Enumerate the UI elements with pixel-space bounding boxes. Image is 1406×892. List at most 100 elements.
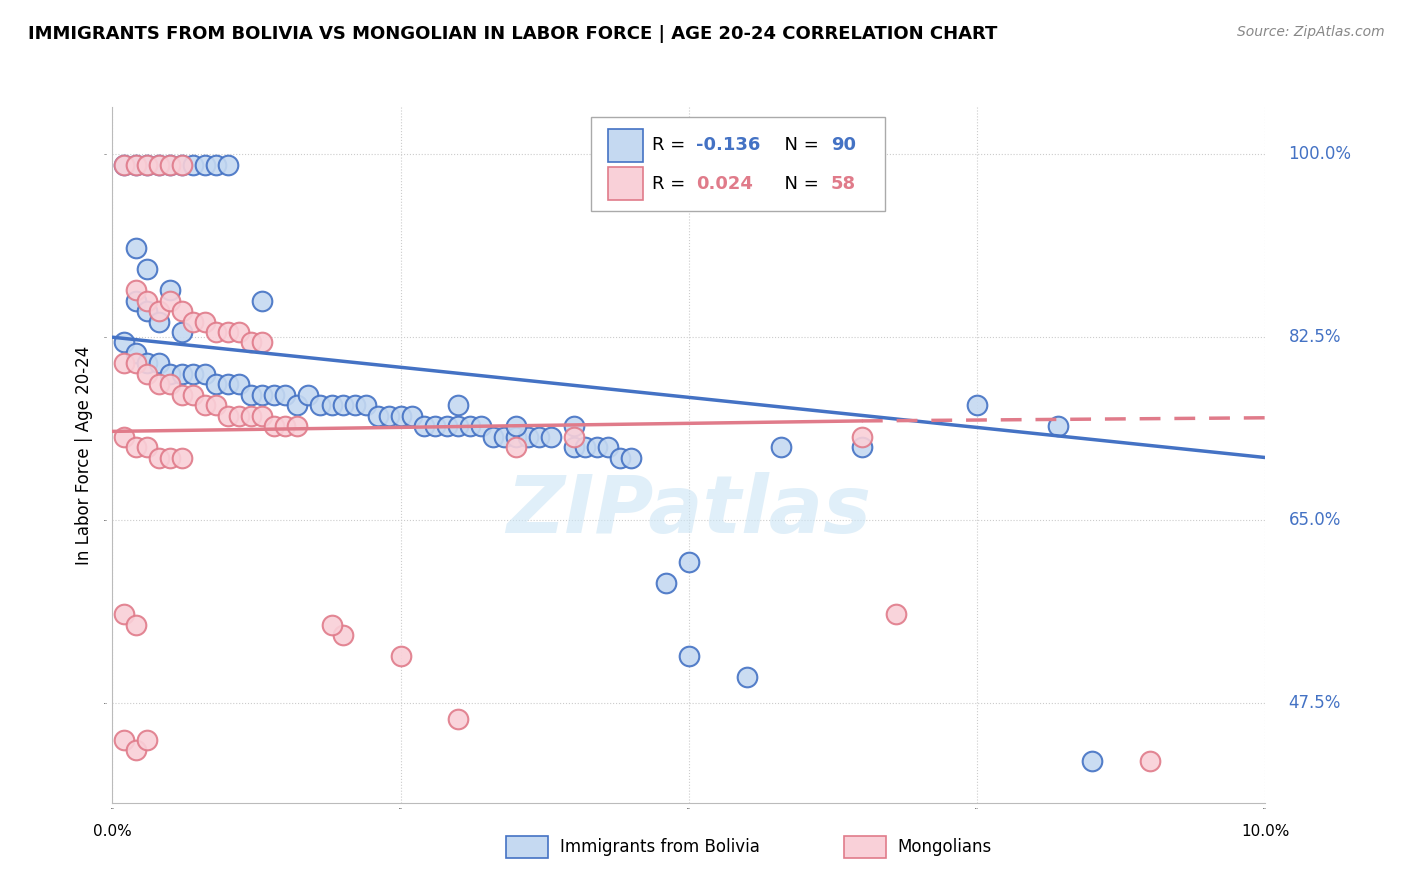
Point	[274, 388, 297, 402]
Text: 58: 58	[831, 175, 856, 193]
Point	[124, 241, 146, 255]
Text: ZIPatlas: ZIPatlas	[506, 472, 872, 549]
Point	[297, 388, 319, 402]
Point	[574, 440, 596, 454]
Text: Source: ZipAtlas.com: Source: ZipAtlas.com	[1237, 25, 1385, 39]
Point	[112, 356, 135, 370]
FancyBboxPatch shape	[844, 836, 886, 858]
Point	[505, 419, 527, 434]
Point	[332, 628, 354, 642]
Point	[205, 398, 228, 412]
Point	[181, 367, 204, 381]
Point	[1081, 754, 1104, 768]
Point	[1139, 754, 1161, 768]
Point	[112, 733, 135, 747]
Point	[170, 367, 193, 381]
Point	[136, 158, 159, 172]
Point	[170, 158, 193, 172]
Point	[194, 398, 217, 412]
Point	[112, 158, 135, 172]
Point	[401, 409, 423, 423]
Point	[159, 158, 181, 172]
Point	[851, 429, 873, 443]
Point	[194, 314, 217, 328]
Point	[770, 440, 793, 454]
Point	[851, 440, 873, 454]
Point	[252, 293, 274, 308]
Point	[181, 314, 204, 328]
Text: R =: R =	[652, 136, 690, 154]
Point	[263, 388, 285, 402]
Point	[148, 158, 170, 172]
Point	[136, 158, 159, 172]
Point	[124, 743, 146, 757]
Point	[735, 670, 758, 684]
Point	[598, 440, 620, 454]
Point	[321, 618, 343, 632]
Point	[124, 158, 146, 172]
Point	[124, 283, 146, 297]
Point	[112, 607, 135, 622]
Point	[170, 325, 193, 339]
Point	[425, 419, 447, 434]
Point	[527, 429, 550, 443]
Point	[159, 367, 181, 381]
Point	[436, 419, 458, 434]
Text: IMMIGRANTS FROM BOLIVIA VS MONGOLIAN IN LABOR FORCE | AGE 20-24 CORRELATION CHAR: IMMIGRANTS FROM BOLIVIA VS MONGOLIAN IN …	[28, 25, 997, 43]
Text: R =: R =	[652, 175, 690, 193]
Point	[263, 419, 285, 434]
Point	[562, 440, 585, 454]
Point	[159, 293, 181, 308]
Point	[389, 649, 412, 664]
Point	[217, 325, 239, 339]
Point	[447, 398, 470, 412]
Point	[458, 419, 481, 434]
Point	[505, 429, 527, 443]
Point	[170, 158, 193, 172]
Point	[217, 377, 239, 392]
FancyBboxPatch shape	[609, 167, 643, 201]
Point	[678, 555, 700, 569]
Point	[966, 398, 988, 412]
Point	[136, 440, 159, 454]
Point	[148, 356, 170, 370]
Point	[136, 356, 159, 370]
Point	[309, 398, 332, 412]
Point	[447, 712, 470, 726]
Point	[482, 429, 505, 443]
Point	[205, 325, 228, 339]
Point	[516, 429, 538, 443]
Point	[540, 429, 562, 443]
Point	[124, 346, 146, 360]
Point	[239, 335, 262, 350]
Point	[228, 377, 250, 392]
Point	[112, 429, 135, 443]
Point	[205, 377, 228, 392]
Point	[285, 419, 308, 434]
Point	[148, 304, 170, 318]
Point	[562, 429, 585, 443]
Point	[609, 450, 631, 465]
Point	[217, 409, 239, 423]
Text: 0.024: 0.024	[696, 175, 752, 193]
Point	[136, 733, 159, 747]
Point	[285, 398, 308, 412]
FancyBboxPatch shape	[591, 118, 884, 211]
Point	[124, 356, 146, 370]
Point	[136, 367, 159, 381]
Point	[447, 419, 470, 434]
Point	[194, 367, 217, 381]
Point	[389, 409, 412, 423]
Point	[148, 377, 170, 392]
Point	[124, 618, 146, 632]
Text: 90: 90	[831, 136, 856, 154]
Point	[332, 398, 354, 412]
Point	[1046, 419, 1069, 434]
Text: N =: N =	[773, 175, 824, 193]
Point	[112, 335, 135, 350]
Point	[170, 304, 193, 318]
Point	[194, 158, 217, 172]
Text: 0.0%: 0.0%	[93, 823, 132, 838]
Point	[228, 409, 250, 423]
Point	[412, 419, 434, 434]
